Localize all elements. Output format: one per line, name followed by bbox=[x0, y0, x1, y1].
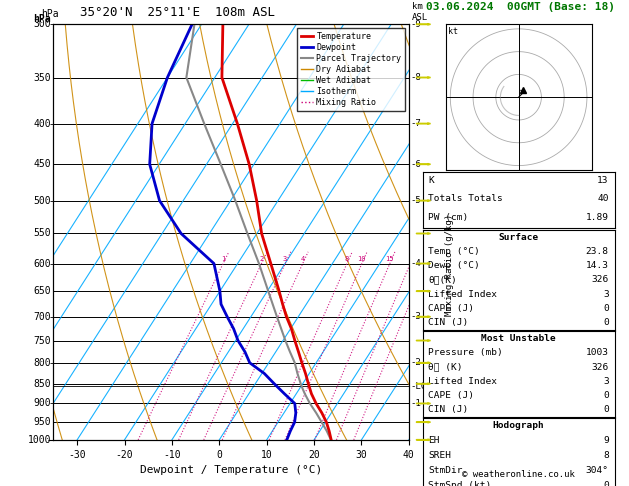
Text: 15: 15 bbox=[386, 257, 394, 262]
Text: 950: 950 bbox=[33, 417, 51, 427]
Text: -2: -2 bbox=[411, 358, 421, 367]
Text: hPa: hPa bbox=[33, 14, 51, 24]
Text: 1.89: 1.89 bbox=[586, 213, 609, 222]
Text: 500: 500 bbox=[33, 195, 51, 206]
Text: CIN (J): CIN (J) bbox=[428, 318, 469, 327]
Text: -9: -9 bbox=[411, 20, 421, 29]
Text: 400: 400 bbox=[33, 119, 51, 129]
Text: Lifted Index: Lifted Index bbox=[428, 377, 498, 386]
Text: PW (cm): PW (cm) bbox=[428, 213, 469, 222]
Text: 3: 3 bbox=[603, 290, 609, 299]
Text: km
ASL: km ASL bbox=[412, 2, 428, 22]
Text: 4: 4 bbox=[300, 257, 304, 262]
Text: 0: 0 bbox=[603, 405, 609, 414]
Text: 0: 0 bbox=[603, 481, 609, 486]
Text: 03.06.2024  00GMT (Base: 18): 03.06.2024 00GMT (Base: 18) bbox=[426, 2, 615, 12]
Text: 900: 900 bbox=[33, 399, 51, 408]
Text: 326: 326 bbox=[591, 276, 609, 284]
Text: CAPE (J): CAPE (J) bbox=[428, 391, 474, 400]
Text: 304°: 304° bbox=[586, 466, 609, 475]
Text: -4: -4 bbox=[411, 259, 421, 268]
Text: 326: 326 bbox=[591, 363, 609, 372]
Legend: Temperature, Dewpoint, Parcel Trajectory, Dry Adiabat, Wet Adiabat, Isotherm, Mi: Temperature, Dewpoint, Parcel Trajectory… bbox=[297, 29, 404, 111]
Text: Dewp (°C): Dewp (°C) bbox=[428, 261, 480, 270]
Text: -8: -8 bbox=[411, 73, 421, 82]
Text: SREH: SREH bbox=[428, 451, 452, 460]
Text: Hodograph: Hodograph bbox=[493, 421, 545, 431]
Text: 9: 9 bbox=[603, 436, 609, 445]
Text: -1: -1 bbox=[411, 399, 421, 408]
Text: CIN (J): CIN (J) bbox=[428, 405, 469, 414]
Text: 40: 40 bbox=[598, 194, 609, 204]
Text: θᴄ (K): θᴄ (K) bbox=[428, 363, 463, 372]
Text: 300: 300 bbox=[33, 19, 51, 29]
Text: 13: 13 bbox=[598, 176, 609, 185]
Text: Mixing Ratio (g/kg): Mixing Ratio (g/kg) bbox=[445, 214, 454, 316]
Text: © weatheronline.co.uk: © weatheronline.co.uk bbox=[462, 469, 575, 479]
Text: 23.8: 23.8 bbox=[586, 247, 609, 256]
Text: Surface: Surface bbox=[499, 233, 538, 242]
Text: -5: -5 bbox=[411, 196, 421, 205]
Text: 700: 700 bbox=[33, 312, 51, 322]
Text: 3: 3 bbox=[603, 377, 609, 386]
Text: Pressure (mb): Pressure (mb) bbox=[428, 348, 503, 358]
Text: 550: 550 bbox=[33, 228, 51, 239]
Text: 850: 850 bbox=[33, 379, 51, 389]
Text: 1000: 1000 bbox=[28, 435, 51, 445]
Text: 10: 10 bbox=[357, 257, 366, 262]
Text: StmSpd (kt): StmSpd (kt) bbox=[428, 481, 492, 486]
Text: 0: 0 bbox=[603, 318, 609, 327]
Text: 350: 350 bbox=[33, 72, 51, 83]
Text: 650: 650 bbox=[33, 286, 51, 296]
Text: 35°20'N  25°11'E  108m ASL: 35°20'N 25°11'E 108m ASL bbox=[81, 6, 276, 19]
Text: -LCL: -LCL bbox=[411, 382, 432, 391]
Text: 3: 3 bbox=[283, 257, 287, 262]
Text: CAPE (J): CAPE (J) bbox=[428, 304, 474, 313]
Text: 8: 8 bbox=[345, 257, 349, 262]
Text: 8: 8 bbox=[603, 451, 609, 460]
Text: Totals Totals: Totals Totals bbox=[428, 194, 503, 204]
Text: hPa: hPa bbox=[41, 9, 58, 19]
Text: 450: 450 bbox=[33, 159, 51, 169]
Text: 0: 0 bbox=[603, 304, 609, 313]
Text: StmDir: StmDir bbox=[428, 466, 463, 475]
X-axis label: Dewpoint / Temperature (°C): Dewpoint / Temperature (°C) bbox=[140, 465, 322, 475]
Text: Lifted Index: Lifted Index bbox=[428, 290, 498, 299]
Text: 1: 1 bbox=[221, 257, 225, 262]
Text: 2: 2 bbox=[259, 257, 264, 262]
Text: 0: 0 bbox=[603, 391, 609, 400]
Text: 14.3: 14.3 bbox=[586, 261, 609, 270]
Text: EH: EH bbox=[428, 436, 440, 445]
Text: Temp (°C): Temp (°C) bbox=[428, 247, 480, 256]
Text: kt: kt bbox=[448, 27, 458, 35]
Text: -3: -3 bbox=[411, 312, 421, 321]
Text: 800: 800 bbox=[33, 358, 51, 368]
Text: -7: -7 bbox=[411, 119, 421, 128]
Text: θᴄ(K): θᴄ(K) bbox=[428, 276, 457, 284]
Text: 1003: 1003 bbox=[586, 348, 609, 358]
Text: K: K bbox=[428, 176, 434, 185]
Text: Most Unstable: Most Unstable bbox=[481, 334, 556, 343]
Text: 600: 600 bbox=[33, 259, 51, 269]
Text: 750: 750 bbox=[33, 335, 51, 346]
Text: -6: -6 bbox=[411, 160, 421, 169]
